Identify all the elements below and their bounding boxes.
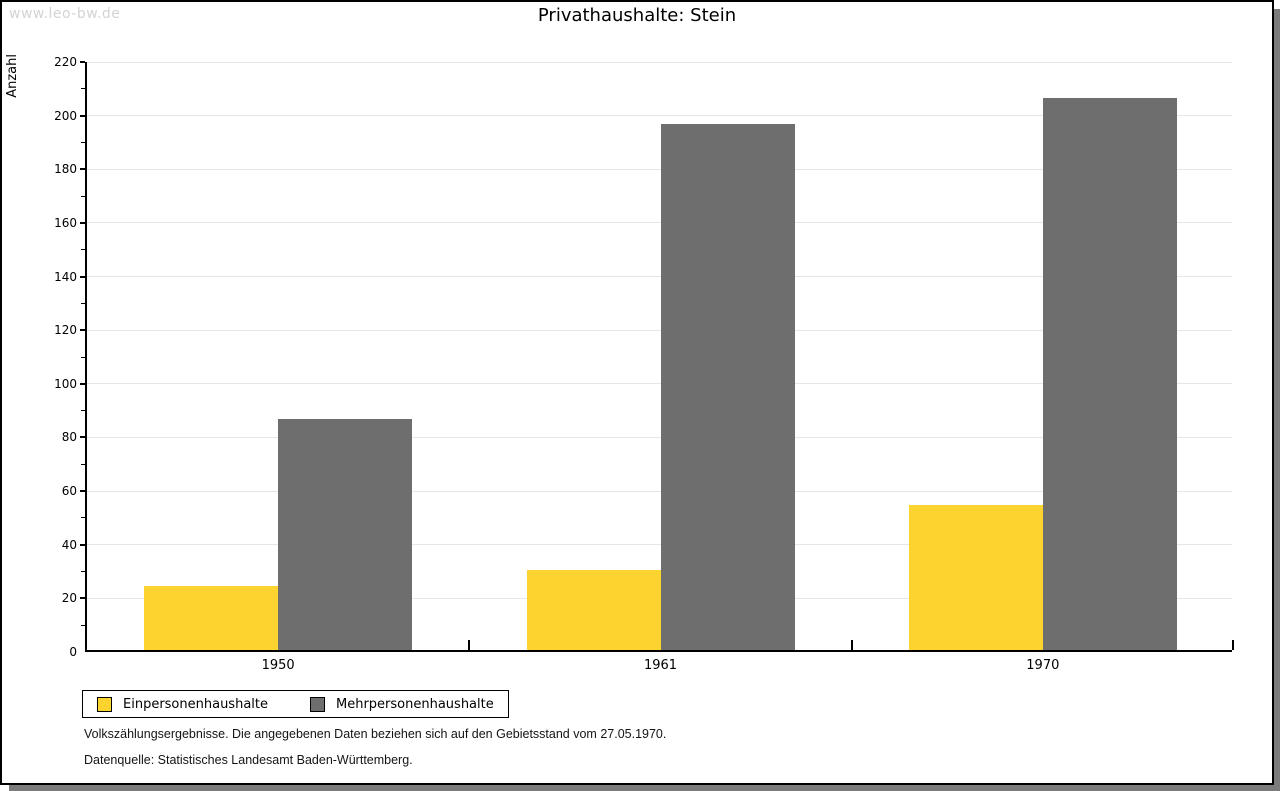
y-axis-tick — [80, 436, 85, 439]
site-watermark: www.leo-bw.de — [9, 6, 121, 22]
x-axis-boundary-tick — [850, 640, 853, 650]
y-axis-tick-label: 100 — [54, 376, 77, 391]
bar-1961-einpersonen — [526, 569, 661, 650]
y-axis-tick-label: 20 — [61, 591, 77, 606]
gridline — [87, 383, 1232, 385]
y-axis-tick — [80, 61, 85, 63]
gridline — [87, 490, 1232, 492]
y-axis-tick — [80, 114, 85, 117]
plot-area: 0 20 40 60 80 100 120 140 160 180 200 220 1950 1961 19… — [54, 55, 1234, 673]
gridline — [87, 168, 1232, 170]
y-axis-tick-label: 160 — [54, 215, 77, 230]
legend-item-mehrpersonen: Mehrpersonenhaushalte — [310, 696, 494, 712]
y-axis-tick-label: 120 — [54, 323, 77, 338]
bar-1970-einpersonen — [908, 505, 1043, 650]
y-axis-tick-label: 140 — [54, 269, 77, 284]
page-shadow-right — [1274, 9, 1280, 791]
y-axis-tick — [80, 168, 85, 171]
y-axis-tick — [80, 275, 85, 278]
footer-note-census: Volkszählungsergebnisse. Die angegebenen… — [84, 727, 667, 741]
y-axis-tick — [81, 517, 85, 519]
bar-1950-einpersonen — [144, 585, 279, 650]
y-axis-tick — [80, 543, 85, 546]
y-axis-tick — [81, 249, 85, 251]
y-axis-tick — [80, 329, 85, 332]
y-axis-tick-label: 80 — [61, 430, 77, 445]
bar-1970-mehrpersonen — [1042, 97, 1177, 650]
gridline — [87, 544, 1232, 546]
y-axis-tick — [81, 356, 85, 358]
legend: Einpersonenhaushalte Mehrpersonenhaushal… — [82, 690, 509, 718]
y-axis-tick — [81, 141, 85, 143]
x-axis-boundary-tick — [468, 640, 471, 650]
y-axis-tick-label: 180 — [54, 162, 77, 177]
y-axis-tick — [81, 195, 85, 197]
legend-label: Mehrpersonenhaushalte — [336, 696, 494, 712]
chart-title: Privathaushalte: Stein — [537, 5, 737, 26]
y-axis-tick — [81, 463, 85, 465]
y-axis-tick-label: 200 — [54, 108, 77, 123]
y-axis-tick — [80, 221, 85, 224]
y-axis-tick — [81, 571, 85, 573]
x-axis-end-tick — [1232, 640, 1234, 650]
footer-note-source: Datenquelle: Statistisches Landesamt Bad… — [84, 753, 413, 767]
y-axis-tick-label: 40 — [61, 537, 77, 552]
y-axis-tick — [80, 382, 85, 385]
x-axis-category-label: 1950 — [261, 658, 295, 673]
y-axis-title: Anzahl — [5, 54, 20, 98]
legend-swatch-yellow — [97, 696, 112, 712]
y-axis-tick — [81, 410, 85, 412]
y-axis-tick-label: 60 — [61, 484, 77, 499]
y-axis-tick — [81, 88, 85, 90]
x-axis-category-label: 1961 — [643, 658, 678, 673]
x-axis-category-label: 1970 — [1026, 658, 1060, 673]
legend-swatch-gray — [310, 696, 325, 712]
y-axis-tick — [81, 624, 85, 626]
gridline — [87, 276, 1232, 278]
y-axis-tick — [80, 490, 85, 493]
y-axis-tick-label: 220 — [54, 55, 77, 69]
bar-1961-mehrpersonen — [660, 124, 795, 650]
gridline — [87, 61, 1232, 63]
bar-1950-mehrpersonen — [278, 419, 413, 650]
legend-label: Einpersonenhaushalte — [123, 696, 268, 712]
gridline — [87, 222, 1232, 224]
gridline — [87, 115, 1232, 117]
page-shadow-bottom — [9, 785, 1280, 791]
y-axis-tick-label: 0 — [69, 645, 77, 659]
gridline — [87, 329, 1232, 331]
y-axis-tick — [80, 597, 85, 600]
legend-item-einpersonen: Einpersonenhaushalte — [97, 696, 268, 712]
gridline — [87, 436, 1232, 438]
y-axis-tick — [81, 302, 85, 304]
